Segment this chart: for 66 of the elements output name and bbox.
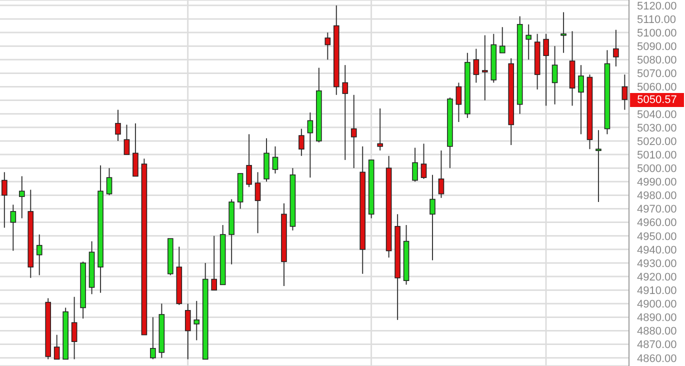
y-tick-label: 4880.00 [637,326,677,338]
y-tick-label: 4940.00 [637,244,677,256]
candlestick [324,32,331,60]
text: 5050.57 [630,92,684,107]
candlestick [350,94,357,169]
candlestick [194,300,200,341]
candlestick [184,303,191,360]
y-tick-label: 4910.00 [637,284,677,297]
y-tick-label: 4930.00 [637,258,677,270]
candlestick [552,46,558,105]
candlestick [124,124,130,156]
y-tick-label: 5030.00 [637,122,677,134]
candlestick [499,26,506,54]
candlestick [54,334,60,360]
candlestick [254,172,261,234]
candlestick [473,48,480,84]
candlestick [71,296,78,360]
y-tick-label: 5090.00 [637,40,677,53]
candlestick [342,64,348,160]
y-tick-label: 5060.00 [637,82,677,94]
candlestick [246,134,252,188]
y-tick-label: 5100.00 [637,27,677,40]
candlestick [543,33,549,106]
candlestick [456,82,462,122]
candlestick [482,34,488,101]
y-tick-label: 4900.00 [637,298,677,311]
candlestick [36,234,42,276]
y-tick-label: 4860.00 [637,352,677,365]
candlestick [10,204,16,252]
y-tick-label: 5070.00 [637,68,677,80]
candlestick [106,168,112,196]
y-tick-label: 4980.00 [637,190,677,202]
y-tick-label: 5040.00 [637,108,677,121]
candlestick [412,147,418,182]
y-tick-label: 5020.00 [637,136,677,148]
y-tick-label: 4870.00 [637,339,677,352]
candlestick [150,316,156,360]
candlestick [430,174,436,261]
candlestick [438,150,444,198]
candlestick [18,176,25,219]
y-tick-label: 4920.00 [637,271,677,284]
y-tick-label: 4970.00 [637,204,677,216]
candlestick [211,235,217,291]
candlestick [115,109,121,142]
candlestick [560,12,566,54]
y-tick-label: 4960.00 [637,217,677,230]
candlestick [307,112,314,178]
candlestick [526,24,532,60]
candlestick [613,29,619,67]
candlestick [578,64,584,135]
y-tick-label: 4950.00 [637,230,677,243]
candlestick [596,130,602,202]
candlestick [298,128,304,156]
candlestick [622,74,628,110]
y-tick-label: 5080.00 [637,54,677,67]
candlestick [132,122,138,177]
y-tick-label: 5110.00 [637,14,676,26]
candlestick [420,143,427,180]
y-tick-label: 5120.00 [637,0,677,12]
candlestick [377,108,383,151]
candlestick [272,146,278,174]
y-tick-label: 4890.00 [637,312,677,324]
y-tick-label: 4990.00 [637,176,677,189]
y-tick-label: 5000.00 [637,162,677,175]
y-tick-label: 5010.00 [637,149,677,162]
candlestick [2,172,8,228]
